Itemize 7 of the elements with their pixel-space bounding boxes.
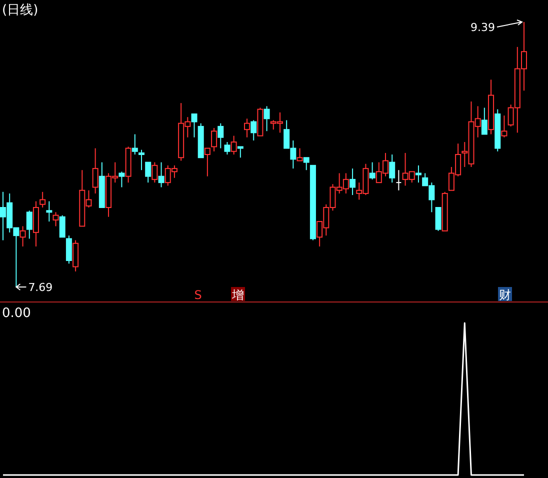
annotation: 7.69 xyxy=(28,281,53,294)
annotation: 9.39 xyxy=(470,21,495,34)
text: S xyxy=(194,288,202,302)
text: 财 xyxy=(499,288,511,302)
chart-title: 0.00 xyxy=(2,306,31,321)
chart-title: (日线) xyxy=(2,3,38,18)
text: 增 xyxy=(231,288,244,302)
